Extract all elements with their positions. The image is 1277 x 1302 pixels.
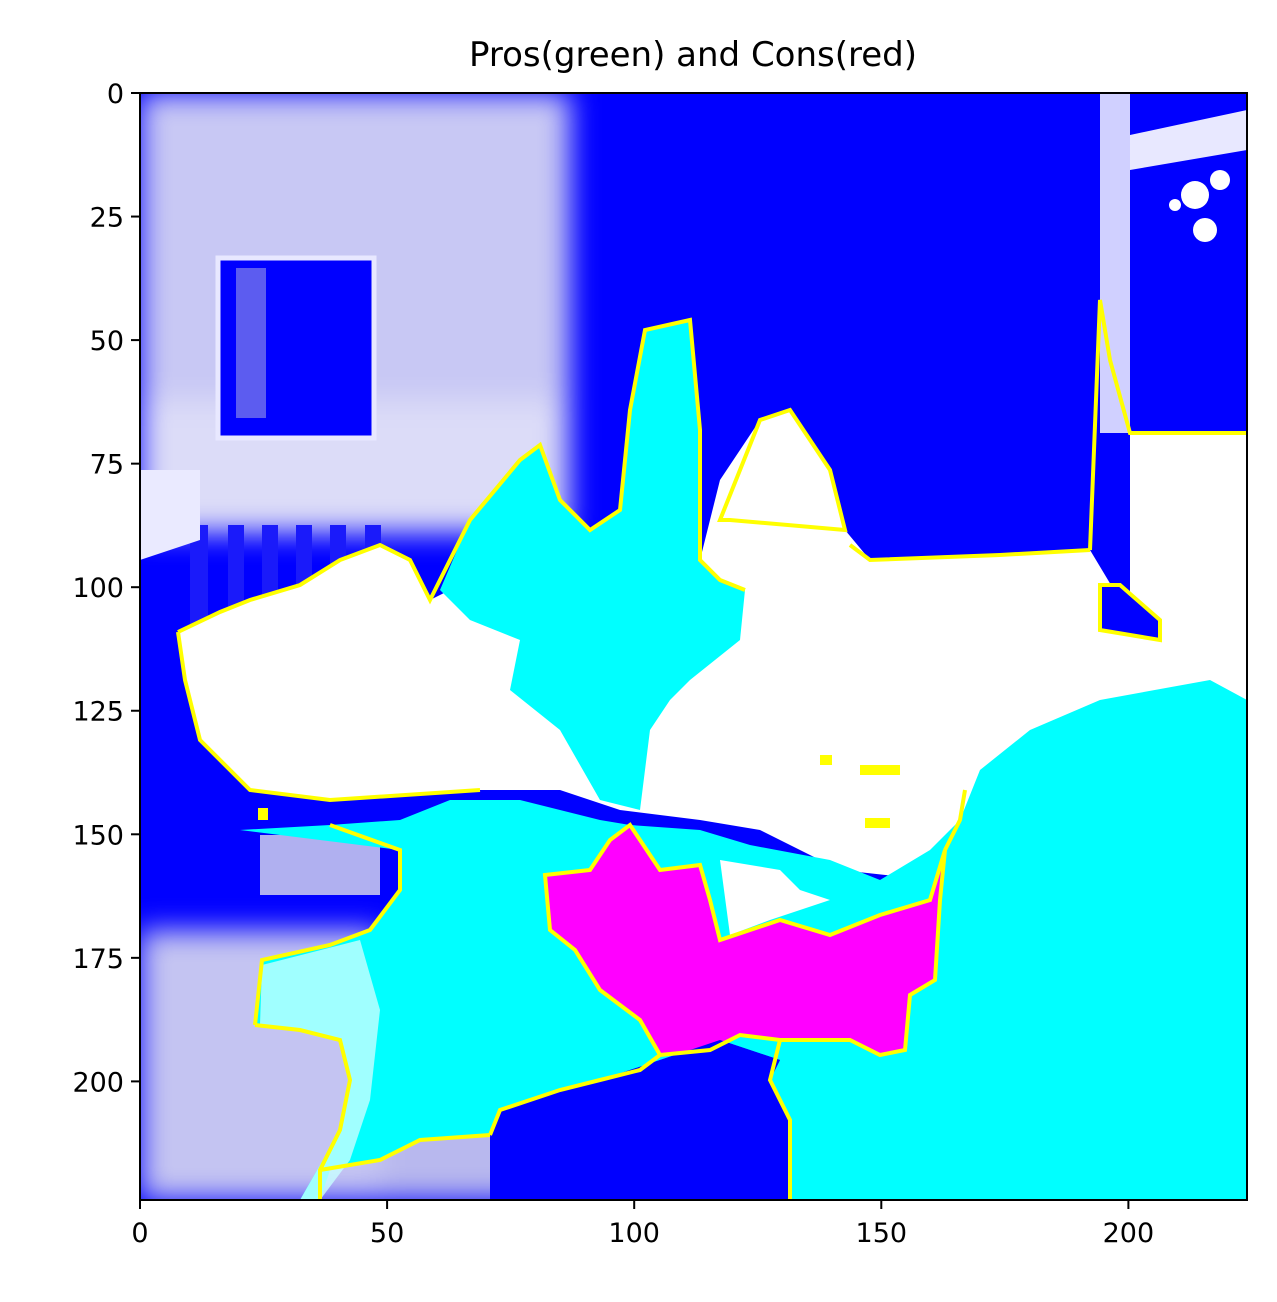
x-tick-label: 200 [1103,1218,1155,1249]
y-tick-label: 200 [72,1067,124,1098]
x-tick-label: 150 [856,1218,908,1249]
y-tick-label: 150 [72,820,124,851]
x-axis-ticks: 0 50 100 150 200 [131,1200,1154,1249]
boundary-lines [176,299,1247,1200]
y-tick-label: 25 [90,203,124,234]
x-tick-label: 100 [608,1218,660,1249]
y-tick-label: 100 [72,573,124,604]
axes-frame [139,92,1248,1201]
lower-dark-region [490,1040,790,1200]
y-tick-label: 175 [72,944,124,975]
cons-region [545,825,945,1055]
x-tick-label: 0 [131,1218,148,1249]
plot-image [140,93,1247,1200]
y-tick-label: 125 [72,697,124,728]
y-tick-label: 75 [90,450,124,481]
boundary-specks [258,755,900,828]
x-tick-label: 50 [370,1218,404,1249]
y-tick-label: 0 [107,79,124,110]
y-tick-label: 50 [90,326,124,357]
window-spots [1169,170,1230,242]
y-axis-ticks: 0 25 50 75 100 125 150 175 200 [72,79,140,1098]
middle-light-patch [720,860,830,935]
chart-title: Pros(green) and Cons(red) [469,35,917,75]
pros-fade [260,940,380,1200]
